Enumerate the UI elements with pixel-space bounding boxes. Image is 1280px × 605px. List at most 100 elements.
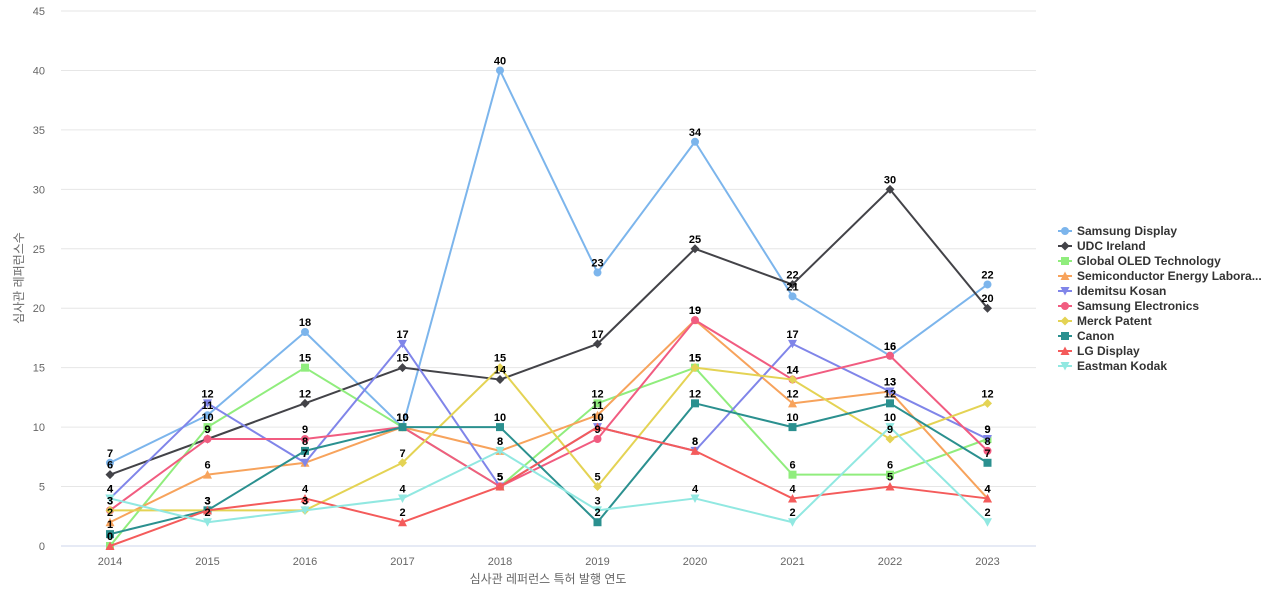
series-samsung-electronics[interactable] <box>106 316 992 515</box>
data-point-samsung-display[interactable] <box>203 411 212 420</box>
legend-marker[interactable] <box>1061 302 1069 310</box>
legend-item-merck-patent[interactable]: Merck Patent <box>1058 314 1152 328</box>
series-line-lg-display[interactable] <box>109 426 989 547</box>
data-point-canon[interactable] <box>691 399 699 408</box>
series-line-samsung-electronics[interactable] <box>109 319 989 512</box>
data-point-merck-patent[interactable] <box>885 434 895 444</box>
data-point-eastman-kodak[interactable] <box>690 494 700 503</box>
data-point-udc-ireland[interactable] <box>885 184 895 194</box>
data-point-eastman-kodak[interactable] <box>983 518 992 527</box>
data-point-canon[interactable] <box>106 530 114 539</box>
data-point-samsung-electronics[interactable] <box>593 435 602 443</box>
data-point-samsung-electronics[interactable] <box>983 446 992 455</box>
data-point-global-oled-technology[interactable] <box>301 363 309 372</box>
data-point-merck-patent[interactable] <box>398 458 407 468</box>
data-point-udc-ireland[interactable] <box>593 339 602 349</box>
series-line-udc-ireland[interactable] <box>109 188 989 476</box>
data-point-samsung-display[interactable] <box>691 137 699 146</box>
data-point-semiconductor-energy-labora[interactable] <box>788 398 797 408</box>
data-point-udc-ireland[interactable] <box>398 363 407 373</box>
data-point-merck-patent[interactable] <box>690 363 700 373</box>
data-point-eastman-kodak[interactable] <box>300 506 310 515</box>
data-point-canon[interactable] <box>301 446 309 455</box>
data-point-merck-patent[interactable] <box>105 505 115 515</box>
data-point-canon[interactable] <box>886 399 894 408</box>
data-point-lg-display[interactable] <box>203 505 212 515</box>
legend-item-eastman-kodak[interactable]: Eastman Kodak <box>1058 359 1167 373</box>
data-point-samsung-display[interactable] <box>496 66 504 75</box>
legend-item-lg-display[interactable]: LG Display <box>1058 344 1140 358</box>
data-point-idemitsu-kosan[interactable] <box>788 339 797 349</box>
data-point-semiconductor-energy-labora[interactable] <box>593 410 602 420</box>
data-point-lg-display[interactable] <box>788 493 797 503</box>
data-point-eastman-kodak[interactable] <box>398 494 407 503</box>
data-point-idemitsu-kosan[interactable] <box>885 387 895 396</box>
data-point-idemitsu-kosan[interactable] <box>983 435 992 444</box>
data-point-samsung-electronics[interactable] <box>886 351 894 360</box>
data-point-global-oled-technology[interactable] <box>593 399 602 408</box>
legend-marker[interactable] <box>1060 346 1070 356</box>
series-samsung-display[interactable] <box>106 66 992 467</box>
legend-marker[interactable] <box>1061 257 1069 265</box>
data-point-eastman-kodak[interactable] <box>593 506 602 515</box>
data-point-samsung-display[interactable] <box>983 280 992 289</box>
data-point-samsung-display[interactable] <box>106 458 114 467</box>
data-point-canon[interactable] <box>496 423 504 432</box>
legend-item-global-oled-technology[interactable]: Global OLED Technology <box>1058 254 1221 268</box>
data-point-semiconductor-energy-labora[interactable] <box>203 470 212 479</box>
legend-item-samsung-display[interactable]: Samsung Display <box>1058 224 1177 238</box>
series-eastman-kodak[interactable] <box>105 423 993 527</box>
data-point-canon[interactable] <box>593 518 602 527</box>
data-point-global-oled-technology[interactable] <box>203 423 212 432</box>
data-point-samsung-display[interactable] <box>593 268 602 277</box>
data-point-eastman-kodak[interactable] <box>495 446 505 456</box>
data-point-idemitsu-kosan[interactable] <box>203 399 212 408</box>
data-point-samsung-display[interactable] <box>788 292 797 301</box>
data-point-merck-patent[interactable] <box>788 375 797 385</box>
data-point-eastman-kodak[interactable] <box>885 423 895 432</box>
data-point-lg-display[interactable] <box>495 482 505 491</box>
data-point-eastman-kodak[interactable] <box>203 518 212 527</box>
data-point-global-oled-technology[interactable] <box>788 470 797 479</box>
data-point-merck-patent[interactable] <box>983 398 992 408</box>
data-point-lg-display[interactable] <box>885 482 895 491</box>
legend-marker[interactable] <box>1060 316 1070 326</box>
data-point-semiconductor-energy-labora[interactable] <box>105 517 115 527</box>
data-point-lg-display[interactable] <box>300 493 310 503</box>
data-point-idemitsu-kosan[interactable] <box>398 339 407 349</box>
legend-marker[interactable] <box>1060 362 1070 371</box>
series-lg-display[interactable] <box>105 422 993 551</box>
data-point-udc-ireland[interactable] <box>300 398 310 408</box>
data-point-lg-display[interactable] <box>105 541 115 551</box>
series-line-samsung-display[interactable] <box>109 69 989 464</box>
data-point-eastman-kodak[interactable] <box>105 494 115 503</box>
data-point-eastman-kodak[interactable] <box>788 518 797 527</box>
series-line-eastman-kodak[interactable] <box>109 426 989 524</box>
data-point-samsung-display[interactable] <box>301 328 309 336</box>
legend-item-idemitsu-kosan[interactable]: Idemitsu Kosan <box>1058 284 1166 298</box>
data-point-udc-ireland[interactable] <box>495 375 505 385</box>
data-point-samsung-electronics[interactable] <box>301 435 309 443</box>
data-point-global-oled-technology[interactable] <box>886 470 894 479</box>
data-point-lg-display[interactable] <box>983 493 992 503</box>
series-line-semiconductor-energy-labora[interactable] <box>109 319 989 524</box>
data-point-lg-display[interactable] <box>593 422 602 432</box>
data-point-udc-ireland[interactable] <box>983 303 992 313</box>
data-point-merck-patent[interactable] <box>495 363 505 373</box>
series-line-canon[interactable] <box>109 402 989 536</box>
data-point-lg-display[interactable] <box>690 446 700 455</box>
legend-marker[interactable] <box>1060 241 1070 251</box>
data-point-canon[interactable] <box>398 423 407 432</box>
series-udc-ireland[interactable] <box>105 184 993 480</box>
legend-item-semiconductor-energy-labora[interactable]: Semiconductor Energy Labora... <box>1058 269 1262 283</box>
data-point-canon[interactable] <box>788 423 797 432</box>
legend-item-samsung-electronics[interactable]: Samsung Electronics <box>1058 299 1199 313</box>
legend-marker[interactable] <box>1060 287 1070 296</box>
legend-marker[interactable] <box>1061 227 1069 235</box>
data-point-udc-ireland[interactable] <box>690 244 700 254</box>
data-point-canon[interactable] <box>983 458 992 467</box>
data-point-idemitsu-kosan[interactable] <box>300 458 310 468</box>
legend-item-udc-ireland[interactable]: UDC Ireland <box>1058 239 1146 253</box>
data-point-udc-ireland[interactable] <box>788 279 797 289</box>
